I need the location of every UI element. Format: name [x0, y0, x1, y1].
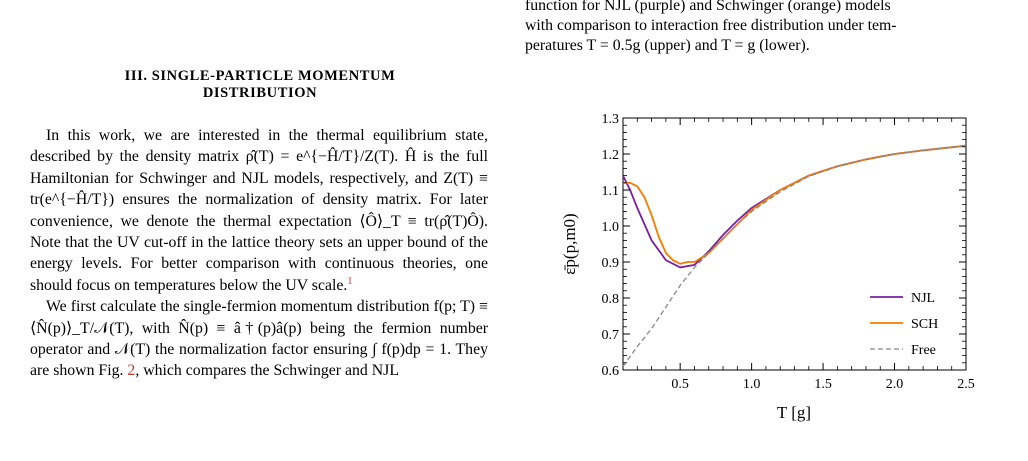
legend-label-njl: NJL [911, 291, 935, 306]
figure-caption: function for NJL (purple) and Schwinger … [525, 0, 1000, 57]
x-tick-label: 2.0 [886, 377, 904, 392]
section-heading: III. SINGLE-PARTICLE MOMENTUM DISTRIBUTI… [30, 68, 490, 102]
section-heading-line2: DISTRIBUTION [202, 85, 318, 101]
x-tick-label: 1.5 [814, 377, 832, 392]
y-tick-label: 0.7 [602, 328, 620, 343]
y-tick-label: 1.2 [602, 148, 620, 163]
paragraph-1: In this work, we are interested in the t… [30, 125, 488, 296]
left-column: III. SINGLE-PARTICLE MOMENTUM DISTRIBUTI… [30, 0, 490, 461]
series-line-sch [623, 144, 967, 265]
y-tick-label: 1.1 [602, 184, 620, 199]
paragraph-1-text: In this work, we are interested in the t… [30, 127, 488, 294]
caption-line2: with comparison to interaction free dist… [525, 17, 897, 35]
x-axis-label: T [g] [777, 403, 811, 422]
caption-line1: function for NJL (purple) and Schwinger … [525, 0, 891, 14]
y-tick-label: 0.6 [602, 364, 620, 379]
figure-chart: 0.5 1.0 1.5 2.0 2.5 0.6 0.7 0.8 0.9 1.0 1.1 1.2 1.3 … [525, 0, 1005, 461]
legend-label-sch: SCH [911, 317, 938, 332]
body-text: In this work, we are interested in the t… [30, 125, 488, 382]
chart-svg: 0.5 1.0 1.5 2.0 2.50.60.70.80.91.01.11.21.3 … [560, 112, 975, 422]
y-tick-label: 0.8 [602, 292, 620, 307]
paragraph-2-text: We first calculate the single-fermion mo… [30, 298, 488, 380]
y-tick-label: 1.3 [602, 112, 620, 127]
x-tick-label: 1.0 [743, 377, 761, 392]
series-line-free [622, 145, 967, 367]
x-tick-label: 0.5 [671, 377, 689, 392]
y-axis-label: ε̄p(p,m0) [560, 213, 579, 274]
footnote-link[interactable]: 1 [347, 275, 353, 287]
legend-label-free: Free [911, 343, 936, 358]
figure-ref-link[interactable]: 2 [127, 362, 136, 380]
series-line-njl [622, 144, 967, 269]
caption-line3: peratures T = 0.5g (upper) and T = g (lo… [525, 37, 810, 55]
y-tick-label: 0.9 [602, 256, 620, 271]
paragraph-2-end: , which compares the Schwinger and NJL [135, 362, 399, 380]
x-tick-label: 2.5 [957, 377, 975, 392]
plot-frame [622, 117, 967, 371]
section-heading-line1: III. SINGLE-PARTICLE MOMENTUM [124, 68, 396, 84]
y-tick-label: 1.0 [602, 220, 620, 235]
right-column: function for NJL (purple) and Schwinger … [525, 0, 1005, 461]
paragraph-2: We first calculate the single-fermion mo… [30, 296, 488, 382]
